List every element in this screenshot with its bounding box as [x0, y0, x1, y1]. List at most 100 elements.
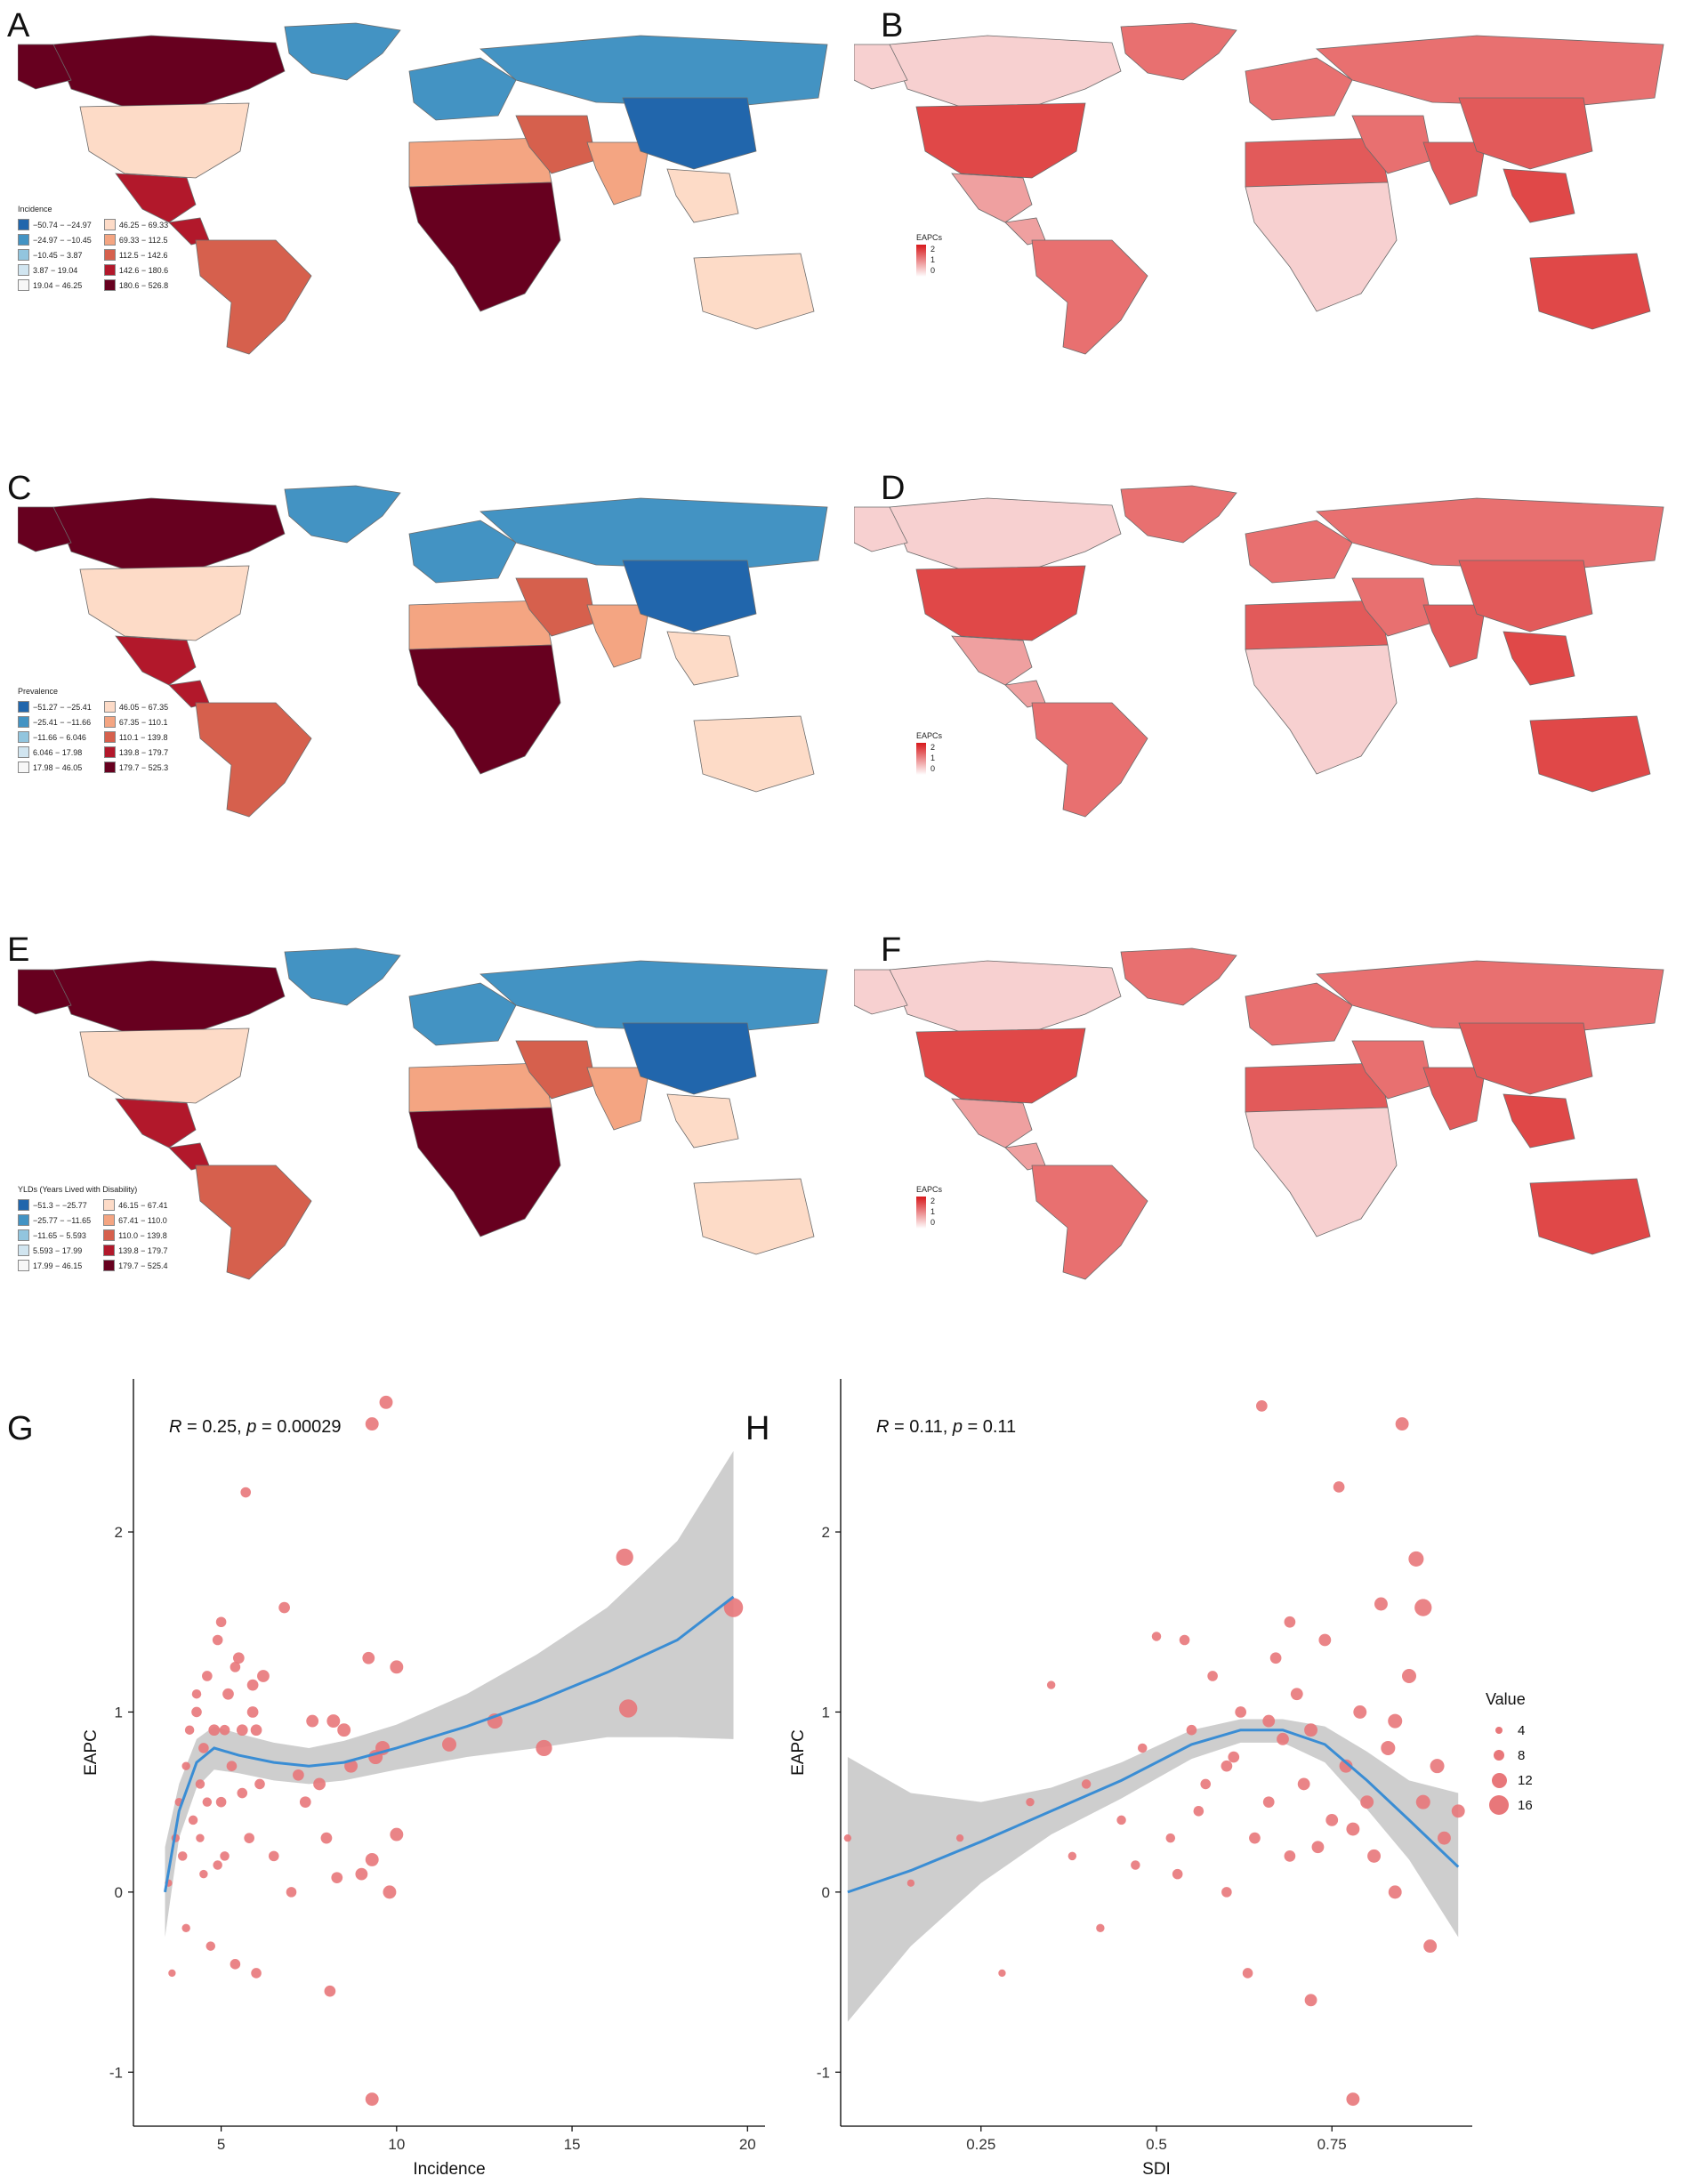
annotation-part: p [246, 1417, 256, 1437]
data-point [1284, 1616, 1296, 1628]
data-point [1151, 1632, 1162, 1641]
eapc-legend-b: EAPCs 2 1 0 [916, 233, 942, 277]
size-legend-marker [1486, 1750, 1512, 1761]
legend-prevalence: Prevalence −51.27 − −25.41 46.05 − 67.35… [18, 687, 168, 773]
data-point [1290, 1688, 1303, 1701]
y-tick-label: 2 [822, 1524, 830, 1541]
x-tick-label: 0.25 [966, 2136, 995, 2153]
canada-region [889, 960, 1122, 1033]
legend-title: YLDs (Years Lived with Disability) [18, 1185, 138, 1194]
legend-label: 46.25 − 69.33 [118, 220, 169, 230]
legend-label: 110.0 − 139.8 [118, 1230, 167, 1240]
y-tick-label: 0 [115, 1884, 123, 1901]
legend-entry: 142.6 − 180.6 [103, 264, 168, 276]
world-map-incidence-eapc [854, 22, 1664, 355]
alaska-region [18, 506, 72, 552]
x-tick-label: 10 [388, 2136, 405, 2153]
data-point [236, 1724, 248, 1737]
canada-region [52, 497, 286, 570]
alaska-region [854, 969, 908, 1015]
legend-title: Incidence [18, 205, 52, 214]
confidence-ribbon [165, 1450, 734, 1938]
data-point [1374, 1597, 1388, 1611]
data-point [246, 1706, 259, 1718]
world-map-prevalence [18, 485, 828, 818]
legend-label: 5.593 − 17.99 [33, 1245, 83, 1255]
world-map-incidence [18, 22, 828, 355]
data-point [1193, 1805, 1205, 1817]
data-point [219, 1724, 230, 1736]
data-point [299, 1796, 311, 1809]
data-point [1415, 1794, 1430, 1809]
data-point [250, 1724, 262, 1737]
legend-label: 69.33 − 112.5 [118, 235, 168, 245]
size-legend-title: Value [1486, 1690, 1526, 1708]
data-point [1311, 1841, 1325, 1854]
legend-entry: −25.77 − −11.65 [18, 1214, 91, 1226]
south-america-region [195, 702, 312, 818]
legend-swatch [18, 762, 29, 773]
legend-swatch [18, 1245, 29, 1256]
legend-swatch [103, 762, 116, 773]
eapc-tick: 1 [931, 255, 936, 264]
data-point [1221, 1760, 1233, 1772]
australia-region [693, 715, 815, 793]
legend-label: 110.1 − 139.8 [118, 732, 168, 742]
middle-east-region [1351, 115, 1433, 174]
data-point [1262, 1714, 1276, 1728]
usa-region [915, 102, 1086, 179]
australia-region [1529, 715, 1651, 793]
legend-entry: 67.35 − 110.1 [103, 716, 168, 728]
australia-region [1529, 253, 1651, 330]
sub-saharan-region [1245, 644, 1398, 775]
russia-region [479, 35, 828, 108]
size-legend-marker [1486, 1795, 1512, 1815]
data-point [205, 1941, 216, 1951]
data-point [390, 1827, 404, 1841]
south-america-region [1031, 702, 1148, 818]
data-point [1414, 1599, 1432, 1616]
legend-entry: 3.87 − 19.04 [18, 264, 92, 276]
south-asia-region [1422, 1067, 1487, 1131]
data-point [616, 1548, 633, 1567]
eapc-tick: 2 [931, 743, 936, 752]
data-point [213, 1860, 222, 1870]
legend-label: −51.3 − −25.77 [33, 1200, 87, 1210]
eapc-tick: 0 [931, 266, 936, 275]
usa-region [79, 102, 250, 179]
legend-swatch [103, 1260, 116, 1271]
legend-entry: 139.8 − 179.7 [103, 1245, 167, 1256]
data-point [1186, 1724, 1197, 1736]
y-tick-label: 1 [822, 1704, 830, 1721]
data-point [536, 1739, 552, 1757]
correlation-annotation: R = 0.11, p = 0.11 [876, 1417, 1016, 1437]
data-point [365, 1852, 379, 1866]
eapc-tick: 2 [931, 245, 936, 254]
europe-region [1245, 520, 1353, 584]
data-point [215, 1616, 227, 1628]
legend-entry: 46.25 − 69.33 [103, 219, 169, 230]
southeast-asia-region [1503, 168, 1575, 223]
data-point [1388, 1713, 1403, 1729]
legend-label: −11.66 − 6.046 [33, 732, 86, 742]
legend-entry: 46.05 − 67.35 [103, 701, 168, 713]
legend-swatch [103, 1199, 116, 1211]
scatter-plot-incidence-eapc: -1 0 1 2 5 10 15 20 Incidence EAPC R = 0.25, p = 0… [82, 1379, 765, 2179]
legend-entry: 69.33 − 112.5 [103, 234, 168, 246]
legend-swatch [103, 716, 116, 728]
data-point [1262, 1796, 1275, 1809]
annotation-part: p [952, 1417, 963, 1437]
data-point [181, 1761, 190, 1770]
south-america-region [1031, 239, 1148, 355]
data-point [293, 1769, 304, 1781]
panel-label-d: D [881, 470, 906, 507]
data-point [1131, 1860, 1140, 1870]
data-point [723, 1598, 744, 1617]
china-region [622, 97, 757, 170]
data-point [1437, 1831, 1451, 1845]
legend-entry: 139.8 − 179.7 [103, 746, 168, 758]
data-point [230, 1959, 241, 1970]
greenland-region [284, 947, 401, 1006]
scatter-plot-sdi-eapc: -1 0 1 2 0.25 0.5 0.75 SDI EAPC R = 0.11, p = 0.1… [789, 1379, 1472, 2179]
y-tick-label: 0 [822, 1884, 830, 1901]
